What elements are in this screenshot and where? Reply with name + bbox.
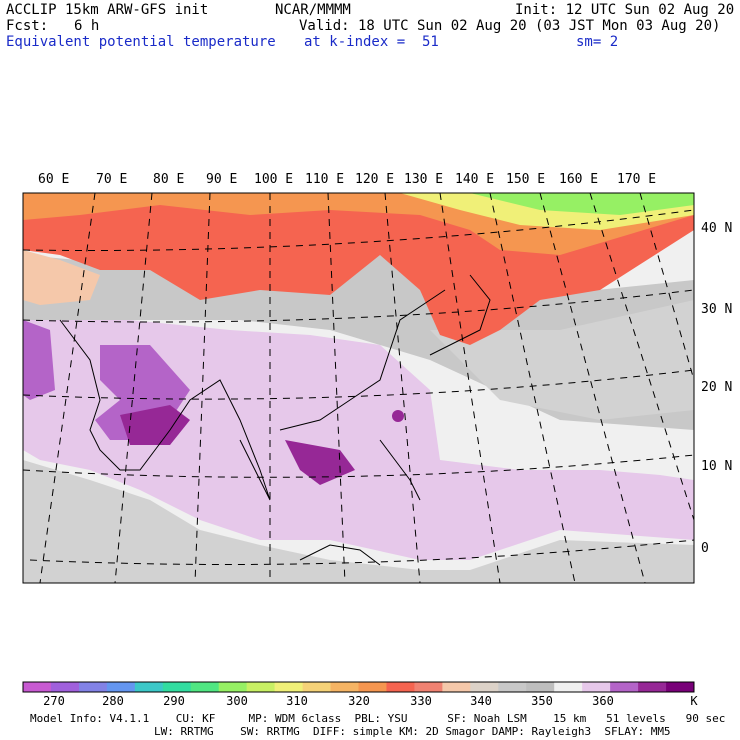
graticule-70e — [39, 192, 96, 584]
colorbar-swatch — [274, 682, 303, 692]
graticule-40n — [22, 209, 695, 251]
lat-label-20n: 20 N — [701, 380, 733, 395]
colorbar-swatch — [302, 682, 331, 692]
colorbar-swatch — [666, 682, 695, 692]
field-name: Equivalent potential temperature — [6, 34, 276, 50]
graticule-130e — [439, 192, 501, 584]
colorbar-tick-280: 280 — [102, 694, 124, 708]
init-time: Init: 12 UTC Sun 02 Aug 20 — [515, 2, 735, 18]
colorbar-swatch — [218, 682, 247, 692]
graticule-140e — [489, 192, 576, 584]
coastlines — [59, 274, 491, 566]
model-title: ACCLIP 15km ARW-GFS init — [6, 2, 209, 18]
lon-label-110e: 110 E — [305, 172, 345, 187]
colorbar-swatch — [498, 682, 527, 692]
colorbar-swatch — [526, 682, 555, 692]
graticule-150e — [539, 192, 646, 584]
colorbar-tick-270: 270 — [43, 694, 65, 708]
purple-arabian-region — [23, 320, 55, 400]
graticule-110e — [327, 192, 346, 584]
lavender-365k-region — [23, 320, 694, 560]
lon-label-70e: 70 E — [96, 172, 128, 187]
lon-label-90e: 90 E — [206, 172, 238, 187]
lon-label-120e: 120 E — [355, 172, 395, 187]
purple-pacific-spot — [392, 410, 404, 422]
graticule-160e — [589, 192, 695, 521]
colorbar-tick-340: 340 — [470, 694, 492, 708]
valid-time: Valid: 18 UTC Sun 02 Aug 20 (03 JST Mon … — [299, 18, 721, 34]
graticule-0 — [29, 539, 695, 565]
coastline-south-asia — [59, 319, 271, 501]
colorbar-swatch — [414, 682, 443, 692]
colorbar-swatch — [442, 682, 471, 692]
colorbar-swatch — [638, 682, 667, 692]
tan-region-west — [23, 250, 100, 305]
graticule-30n — [22, 289, 695, 323]
graticule-170e — [639, 192, 695, 381]
colorbar-swatch — [23, 682, 52, 692]
colorbar-swatch — [78, 682, 108, 692]
colorbar-swatch — [470, 682, 499, 692]
gray-equatorial-region — [23, 460, 694, 583]
colorbar-tick-310: 310 — [286, 694, 308, 708]
forecast-hour: 6 h — [74, 18, 100, 34]
lon-label-170e: 170 E — [617, 172, 657, 187]
smoothing-label: sm= 2 — [576, 34, 619, 50]
lon-label-100e: 100 E — [254, 172, 294, 187]
warm-300k-region — [470, 193, 694, 215]
colorbar-swatch — [162, 682, 192, 692]
model-info-line1: Model Info: V4.1.1 CU: KF MP: WDM 6class… — [30, 712, 726, 725]
colorbar-swatch — [50, 682, 80, 692]
colorbar-tick-360: 360 — [592, 694, 614, 708]
lat-label-30n: 30 N — [701, 302, 733, 317]
colorbar-swatch — [330, 682, 359, 692]
colorbar-tick-350: 350 — [531, 694, 553, 708]
colorbar-swatch — [610, 682, 639, 692]
coastline-japan — [429, 274, 491, 356]
model-info-line2: LW: RRTMG SW: RRTMG DIFF: simple KM: 2D … — [154, 725, 671, 738]
forecast-label: Fcst: — [6, 18, 49, 34]
organization-label: NCAR/MMMM — [275, 2, 351, 18]
colorbar-tick-290: 290 — [163, 694, 185, 708]
coastline-philippines — [379, 439, 421, 501]
colorbar-swatch — [386, 682, 415, 692]
colorbar-swatch — [134, 682, 164, 692]
lon-label-160e: 160 E — [559, 172, 599, 187]
graticule — [22, 192, 695, 584]
colorbar-swatch — [554, 682, 583, 692]
lat-label-10n: 10 N — [701, 459, 733, 474]
theta-e-field — [23, 193, 694, 583]
lon-label-80e: 80 E — [153, 172, 185, 187]
graticule-80e — [114, 192, 153, 584]
purple-south-china-sea-core — [285, 440, 355, 485]
colorbar-frame — [22, 681, 695, 693]
lon-label-130e: 130 E — [404, 172, 444, 187]
purple-bay-of-bengal-core — [120, 405, 190, 445]
graticule-90e — [194, 192, 211, 584]
colorbar — [22, 681, 695, 693]
coastline-borneo — [299, 544, 381, 566]
map-frame — [22, 192, 695, 584]
colorbar-swatch — [358, 682, 387, 692]
lon-label-140e: 140 E — [455, 172, 495, 187]
graticule-20n — [22, 369, 695, 400]
lat-label-40n: 40 N — [701, 221, 733, 236]
lat-label-0: 0 — [701, 541, 709, 556]
colorbar-swatch — [106, 682, 136, 692]
colorbar-swatch — [582, 682, 611, 692]
colorbar-tick-330: 330 — [410, 694, 432, 708]
colorbar-swatch — [190, 682, 220, 692]
colorbar-tick-300: 300 — [226, 694, 248, 708]
lon-label-150e: 150 E — [506, 172, 546, 187]
level-label: at k-index = 51 — [304, 34, 439, 50]
colorbar-unit: K — [690, 694, 698, 708]
colorbar-swatch — [246, 682, 275, 692]
graticule-10n — [22, 454, 695, 478]
colorbar-tick-320: 320 — [348, 694, 370, 708]
lon-label-60e: 60 E — [38, 172, 70, 187]
coastline-east-asia — [279, 289, 446, 431]
graticule-120e — [384, 192, 421, 584]
